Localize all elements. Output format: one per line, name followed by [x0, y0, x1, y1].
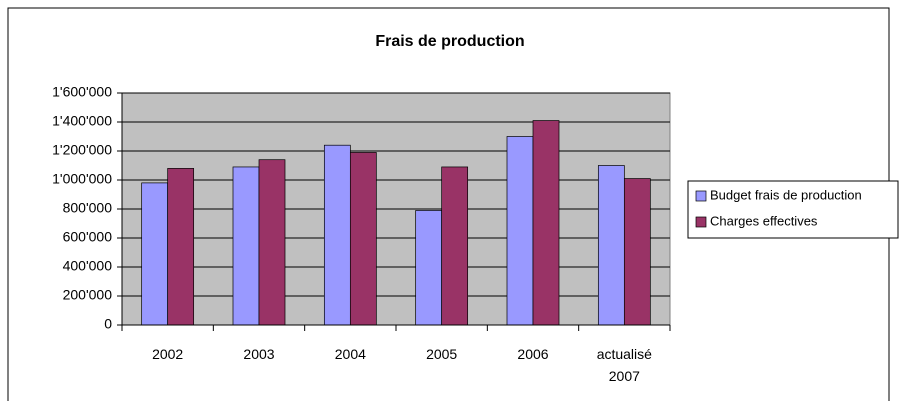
- legend-label: Budget frais de production: [710, 187, 862, 202]
- y-tick-label: 1'000'000: [52, 171, 112, 187]
- bar: [167, 168, 195, 326]
- x-tick-label: 2004: [334, 346, 366, 362]
- y-tick-label: 800'000: [63, 200, 113, 216]
- x-tick-label: 2002: [152, 346, 184, 362]
- x-tick-label-box: 2006: [517, 346, 549, 362]
- bar: [597, 165, 625, 326]
- y-tick-label: 400'000: [63, 258, 113, 274]
- x-tick-label: 2005: [426, 346, 458, 362]
- x-tick-label: 2003: [243, 346, 275, 362]
- bar: [623, 178, 651, 326]
- bar: [532, 120, 560, 326]
- chart-title: Frais de production: [375, 33, 524, 50]
- y-tick-label: 1'600'000: [52, 84, 112, 100]
- y-tick-label: 600'000: [63, 229, 113, 245]
- bar: [415, 210, 443, 326]
- x-tick-label: 2006: [517, 346, 549, 362]
- bar: [141, 182, 169, 326]
- y-tick-label: 200'000: [63, 287, 113, 303]
- bar: [232, 166, 260, 326]
- legend-swatch: [695, 216, 707, 228]
- x-tick-label-box: 2005: [426, 346, 458, 362]
- x-tick-label-box: 2003: [243, 346, 275, 362]
- legend-box: [687, 180, 899, 239]
- y-tick-label: 1'200'000: [52, 142, 112, 158]
- x-tick-label-box: actualisé 2007: [596, 346, 652, 384]
- bar: [506, 136, 534, 326]
- x-tick-label-box: 2004: [334, 346, 366, 362]
- bar: [441, 166, 469, 326]
- bar: [349, 152, 377, 326]
- bar: [323, 144, 351, 326]
- y-tick-label: 0: [104, 316, 112, 332]
- x-tick-label: actualisé 2007: [596, 346, 652, 384]
- legend-swatch: [695, 190, 707, 202]
- y-tick-label: 1'400'000: [52, 113, 112, 129]
- x-tick-label-box: 2002: [152, 346, 184, 362]
- bar: [258, 159, 286, 326]
- legend-label: Charges effectives: [710, 213, 818, 228]
